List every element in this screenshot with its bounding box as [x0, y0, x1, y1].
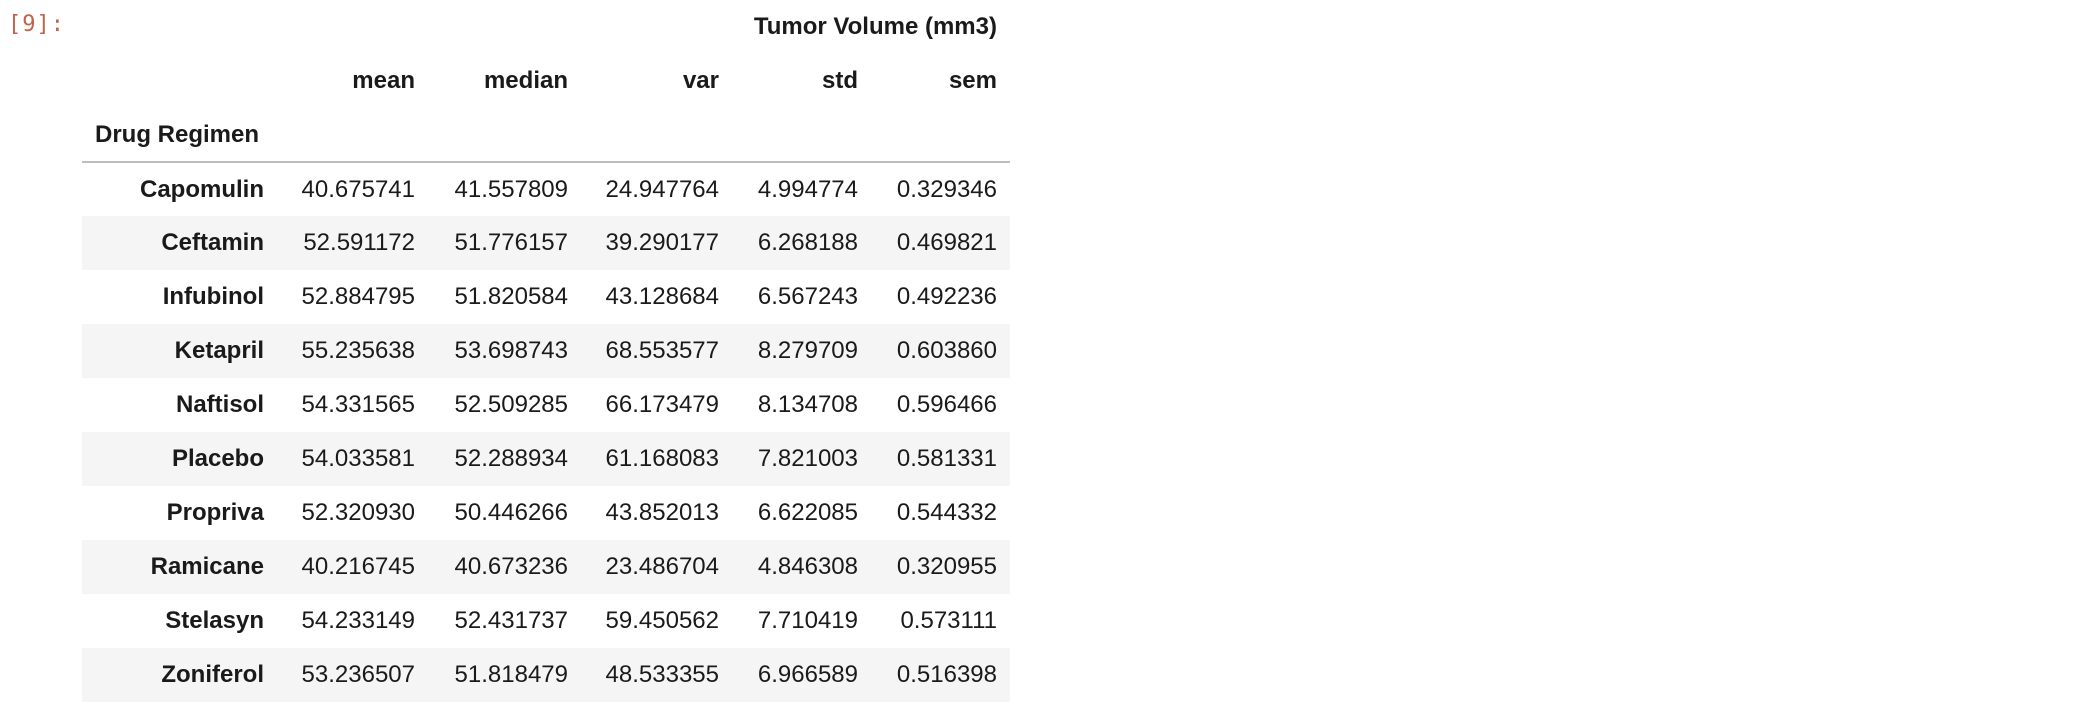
- cell-std: 4.846308: [757, 553, 858, 580]
- cell-sem: 0.469821: [896, 229, 997, 256]
- row-label: Propriva: [166, 499, 264, 526]
- table-row: Propriva 52.320930 50.446266 43.852013 6…: [82, 486, 1010, 540]
- cell-median: 40.673236: [454, 553, 568, 580]
- cell-median: 52.288934: [454, 445, 568, 472]
- cell-mean: 53.236507: [301, 661, 415, 688]
- column-header-sem: sem: [948, 67, 997, 94]
- cell-std: 6.268188: [757, 229, 858, 256]
- cell-median: 41.557809: [454, 175, 568, 203]
- cell-var: 24.947764: [605, 175, 719, 203]
- cell-sem: 0.603860: [896, 337, 997, 364]
- cell-std: 4.994774: [757, 175, 858, 203]
- row-label: Placebo: [171, 445, 264, 472]
- index-name-row: Drug Regimen: [82, 108, 1010, 163]
- row-label: Infubinol: [162, 283, 264, 310]
- header-blank: [82, 54, 277, 108]
- cell-median: 52.509285: [454, 391, 568, 418]
- cell-var: 48.533355: [605, 661, 719, 688]
- cell-sem: 0.596466: [896, 391, 997, 418]
- row-label: Capomulin: [140, 175, 264, 203]
- cell-sem: 0.492236: [896, 283, 997, 310]
- table-row: Capomulin 40.675741 41.557809 24.947764 …: [82, 162, 1010, 216]
- cell-std: 7.821003: [757, 445, 858, 472]
- table-row: Naftisol 54.331565 52.509285 66.173479 8…: [82, 378, 1010, 432]
- column-header-row: mean median var std sem: [82, 54, 1010, 108]
- cell-std: 8.279709: [757, 337, 858, 364]
- table-row: Zoniferol 53.236507 51.818479 48.533355 …: [82, 648, 1010, 702]
- cell-median: 50.446266: [454, 499, 568, 526]
- cell-mean: 54.033581: [301, 445, 415, 472]
- index-name: Drug Regimen: [82, 108, 277, 163]
- column-group-header: Tumor Volume (mm3): [753, 13, 997, 40]
- column-header-var: var: [682, 67, 719, 94]
- dataframe-table: Tumor Volume (mm3) mean median var std s…: [82, 0, 1010, 702]
- table-row: Ramicane 40.216745 40.673236 23.486704 4…: [82, 540, 1010, 594]
- cell-var: 68.553577: [605, 337, 719, 364]
- cell-var: 39.290177: [605, 229, 719, 256]
- cell-output: Tumor Volume (mm3) mean median var std s…: [82, 0, 1010, 702]
- cell-std: 6.622085: [757, 499, 858, 526]
- cell-sem: 0.581331: [896, 445, 997, 472]
- cell-median: 53.698743: [454, 337, 568, 364]
- table-row: Ceftamin 52.591172 51.776157 39.290177 6…: [82, 216, 1010, 270]
- cell-median: 51.820584: [454, 283, 568, 310]
- column-header-mean: mean: [352, 67, 415, 94]
- cell-sem: 0.573111: [900, 607, 997, 634]
- cell-median: 51.818479: [454, 661, 568, 688]
- cell-std: 6.567243: [757, 283, 858, 310]
- cell-std: 7.710419: [757, 607, 858, 634]
- cell-mean: 52.320930: [301, 499, 415, 526]
- row-label: Naftisol: [175, 391, 264, 418]
- cell-var: 61.168083: [605, 445, 719, 472]
- cell-sem: 0.320955: [896, 553, 997, 580]
- cell-mean: 40.675741: [301, 175, 415, 203]
- cell-sem: 0.516398: [896, 661, 997, 688]
- column-header-median: median: [483, 67, 568, 94]
- row-label: Zoniferol: [161, 661, 264, 688]
- header-blank: [82, 0, 277, 54]
- cell-median: 52.431737: [454, 607, 568, 634]
- column-group-header-row: Tumor Volume (mm3): [82, 0, 1010, 54]
- cell-var: 23.486704: [605, 553, 719, 580]
- cell-execution-prompt: [9]:: [8, 12, 65, 37]
- cell-sem: 0.544332: [896, 499, 997, 526]
- row-label: Ketapril: [174, 337, 264, 364]
- cell-mean: 55.235638: [301, 337, 415, 364]
- cell-mean: 54.331565: [301, 391, 415, 418]
- table-row: Stelasyn 54.233149 52.431737 59.450562 7…: [82, 594, 1010, 648]
- cell-median: 51.776157: [454, 229, 568, 256]
- cell-var: 43.852013: [605, 499, 719, 526]
- row-label: Stelasyn: [165, 607, 264, 634]
- cell-mean: 52.591172: [303, 229, 415, 256]
- cell-sem: 0.329346: [896, 175, 997, 203]
- cell-var: 66.173479: [605, 391, 719, 418]
- cell-mean: 54.233149: [301, 607, 415, 634]
- table-row: Placebo 54.033581 52.288934 61.168083 7.…: [82, 432, 1010, 486]
- cell-std: 6.966589: [757, 661, 858, 688]
- row-label: Ramicane: [150, 553, 264, 580]
- cell-std: 8.134708: [757, 391, 858, 418]
- cell-var: 59.450562: [605, 607, 719, 634]
- cell-mean: 52.884795: [301, 283, 415, 310]
- table-row: Infubinol 52.884795 51.820584 43.128684 …: [82, 270, 1010, 324]
- column-header-std: std: [822, 67, 858, 94]
- row-label: Ceftamin: [161, 229, 264, 256]
- cell-var: 43.128684: [605, 283, 719, 310]
- cell-mean: 40.216745: [301, 553, 415, 580]
- table-row: Ketapril 55.235638 53.698743 68.553577 8…: [82, 324, 1010, 378]
